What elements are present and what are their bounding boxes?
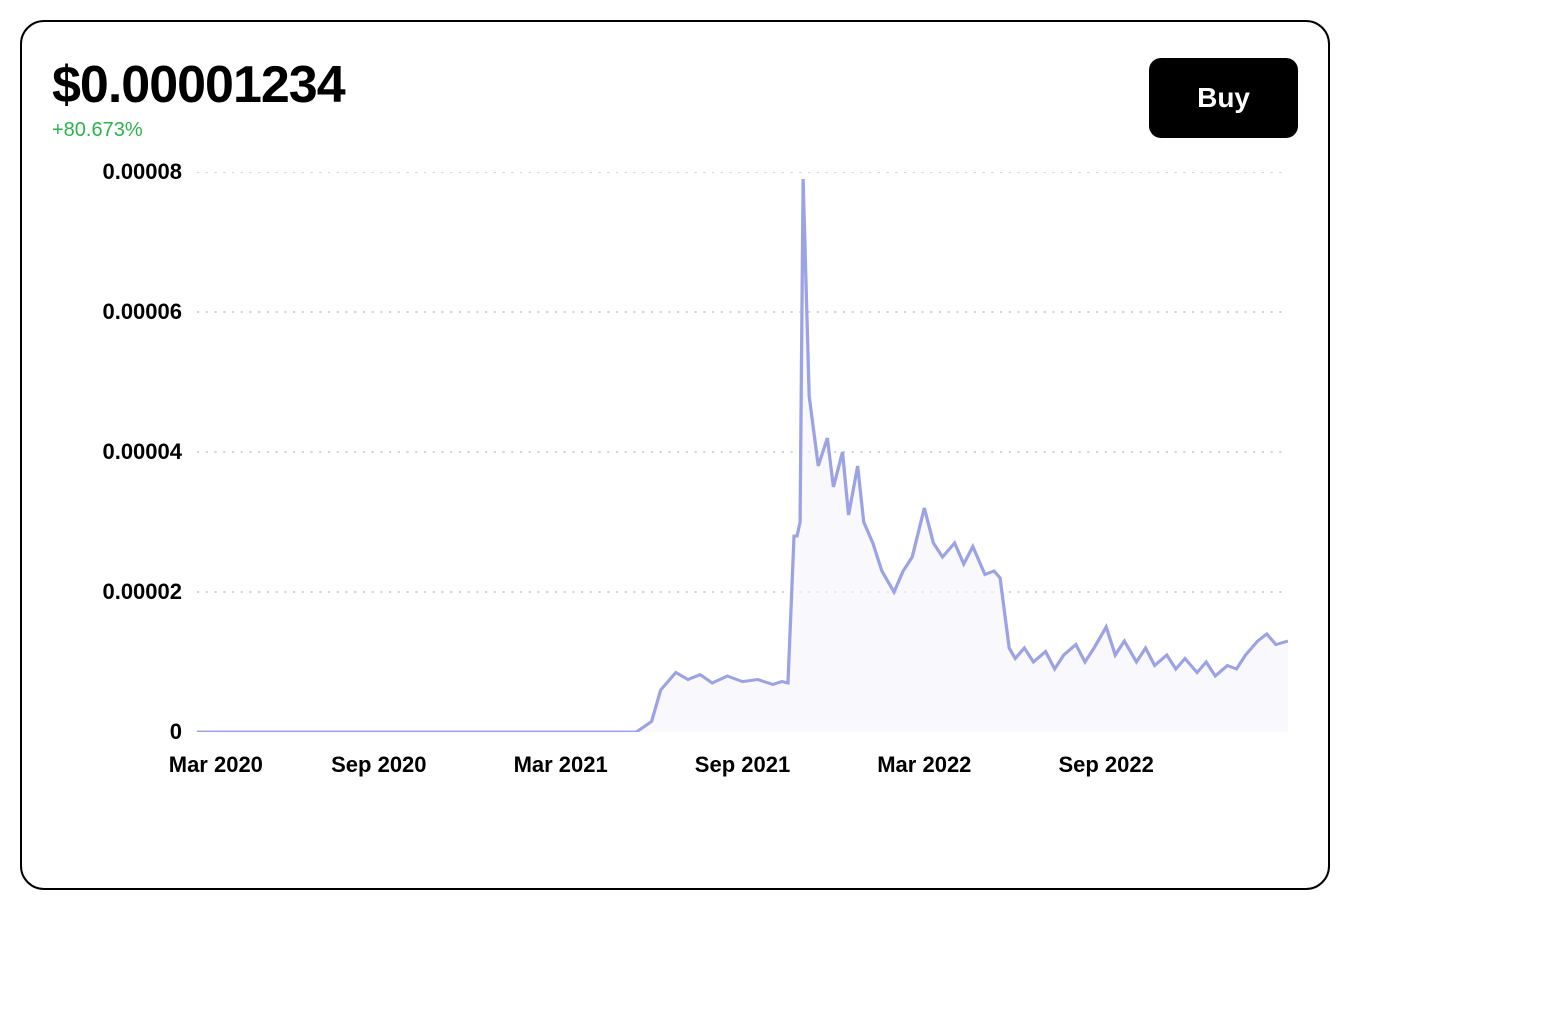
y-axis: 00.000020.000040.000060.00008 <box>52 172 182 732</box>
price-chart: 00.000020.000040.000060.00008 Mar 2020Se… <box>52 172 1298 832</box>
buy-button[interactable]: Buy <box>1149 58 1298 138</box>
y-tick-label: 0.00002 <box>52 579 182 605</box>
card-header: $0.00001234 +80.673% Buy <box>52 58 1298 142</box>
chart-plot-area <box>197 172 1288 732</box>
x-tick-label: Mar 2020 <box>169 752 263 778</box>
price-chart-card: $0.00001234 +80.673% Buy 0 0.00002 0.00004… <box>20 20 1330 890</box>
x-tick-label: Sep 2022 <box>1058 752 1153 778</box>
price-value: $0.00001234 <box>52 58 345 113</box>
x-axis: Mar 2020Sep 2020Mar 2021Sep 2021Mar 2022… <box>197 752 1288 812</box>
y-tick-label: 0.00006 <box>52 299 182 325</box>
y-tick-label: 0.00008 <box>52 159 182 185</box>
x-tick-label: Sep 2020 <box>331 752 426 778</box>
x-tick-label: Mar 2022 <box>877 752 971 778</box>
x-tick-label: Sep 2021 <box>695 752 790 778</box>
y-tick-label: 0 <box>52 719 182 745</box>
price-change: +80.673% <box>52 119 345 142</box>
y-tick-label: 0.00004 <box>52 439 182 465</box>
price-block: $0.00001234 +80.673% <box>52 58 345 142</box>
chart-svg <box>197 172 1288 732</box>
x-tick-label: Mar 2021 <box>514 752 608 778</box>
